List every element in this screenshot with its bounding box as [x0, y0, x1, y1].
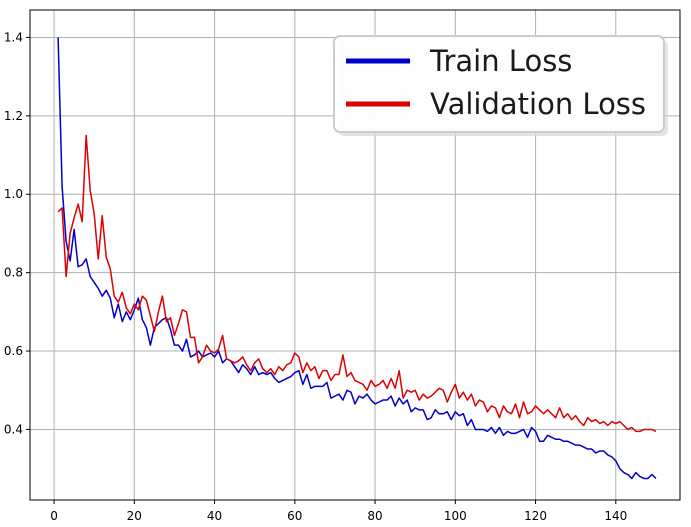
- x-tick-label: 80: [367, 509, 382, 523]
- x-tick-label: 40: [207, 509, 222, 523]
- x-tick-label: 20: [127, 509, 142, 523]
- y-tick-label: 1.4: [4, 30, 23, 44]
- plot-frame: [29, 9, 681, 501]
- y-tick-label: 0.8: [4, 266, 23, 280]
- x-tick-label: 120: [524, 509, 547, 523]
- y-tick-label: 0.6: [4, 344, 23, 358]
- x-tick-label: 100: [444, 509, 467, 523]
- legend: Train Loss Validation Loss: [333, 35, 668, 136]
- x-tick-label: 60: [287, 509, 302, 523]
- validation-loss-line: [57, 134, 657, 433]
- train-loss-line: [57, 37, 657, 480]
- legend-label-validation-loss: Validation Loss: [430, 87, 646, 121]
- y-tick-label: 1.0: [4, 187, 23, 201]
- y-tick-label: 0.4: [4, 422, 23, 436]
- legend-label-train-loss: Train Loss: [429, 44, 572, 78]
- y-tick-label: 1.2: [4, 109, 23, 123]
- y-axis-ticks: 0.4 0.6 0.8 1.0 1.2 1.4: [4, 30, 30, 436]
- legend-box: [333, 35, 665, 133]
- x-tick-label: 140: [604, 509, 627, 523]
- series-lines: [57, 37, 657, 480]
- x-tick-label: 0: [50, 509, 58, 523]
- x-axis-ticks: 0 20 40 60 80 100 120 140: [50, 500, 627, 523]
